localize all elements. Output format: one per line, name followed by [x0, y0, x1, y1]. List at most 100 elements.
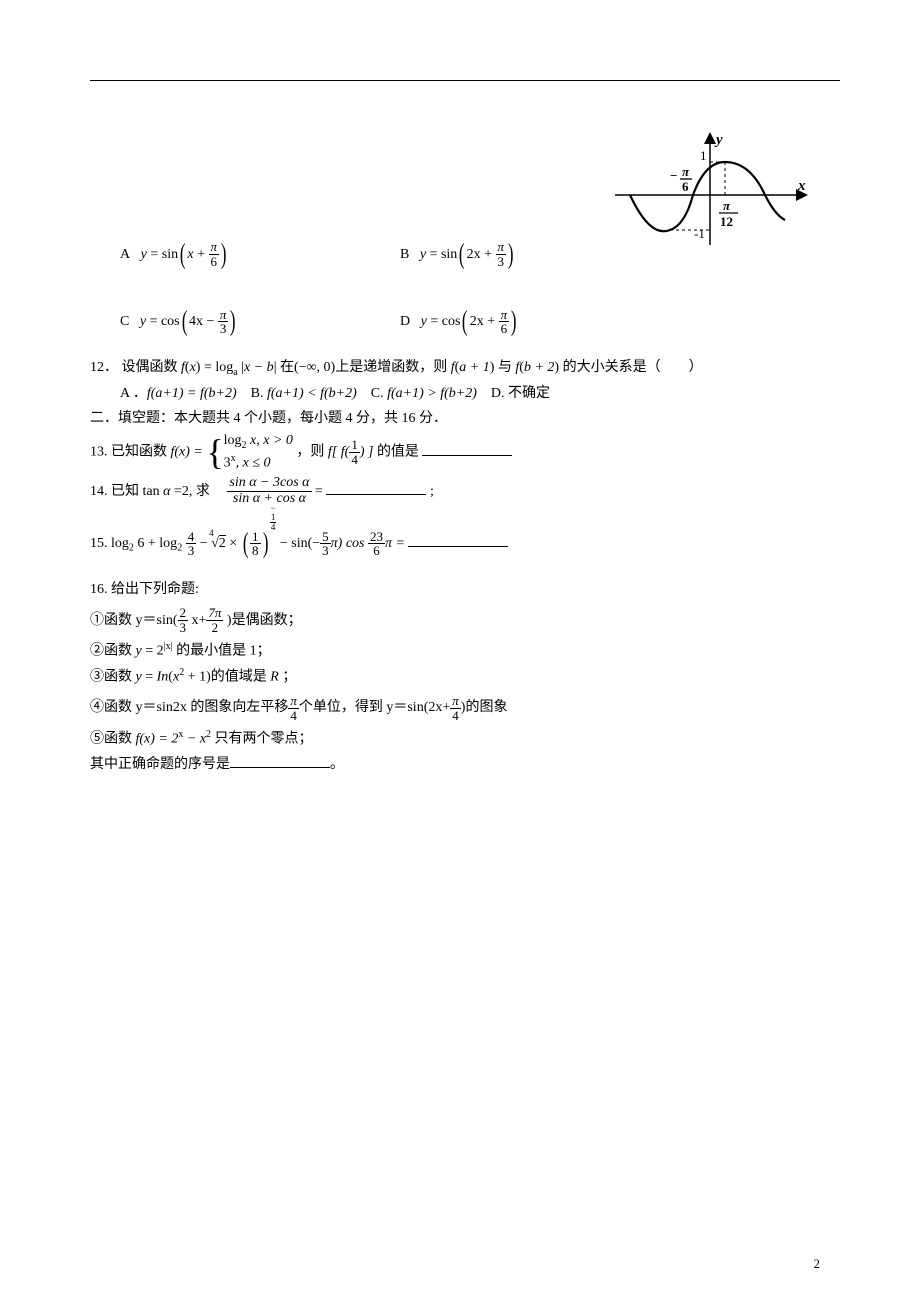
- q13-c1b: x, x > 0: [247, 433, 293, 448]
- q16-p5b: 只有两个零点；: [211, 732, 313, 747]
- q15-f3n: 5: [320, 530, 331, 545]
- q13-t3: 的值是: [377, 445, 419, 460]
- q12-t2: 在: [280, 360, 294, 375]
- q14-num: 14.: [90, 484, 111, 499]
- q12-line: 12． 设偶函数 f(x) = loga |x − b| 在(−∞, 0)上是递…: [90, 357, 840, 381]
- q14-blank: [326, 480, 426, 495]
- q13-c2a: 3: [224, 455, 231, 470]
- svg-text:12: 12: [720, 214, 733, 229]
- q12-a1: a + 1: [459, 360, 489, 375]
- q15-line: 15. log2 6 + log2 43 − 4√2 × (18)−14 − s…: [90, 510, 840, 577]
- q16-end: 其中正确命题的序号是 。: [90, 753, 840, 776]
- q16-p5m: − x: [183, 732, 206, 747]
- tick-neg1: -1: [694, 226, 705, 241]
- q16-p3R: R: [270, 670, 279, 685]
- q12-t5: 的大小关系是（ ）: [563, 360, 703, 375]
- q15-f2d: 8: [250, 544, 261, 558]
- q12-suba: a: [233, 367, 237, 378]
- q12-absr: |: [274, 360, 277, 375]
- q11-optA-plus: +: [194, 247, 209, 262]
- q11-optA-fn-num: π: [209, 240, 220, 255]
- q16-p4b: 个单位，得到 y＝sin(2x+: [299, 700, 450, 715]
- q12-options: A ．f(a+1) = f(b+2) B. f(a+1) < f(b+2) C.…: [90, 383, 840, 405]
- q13-t2: ，则: [296, 445, 328, 460]
- q16-p4a: ④函数 y＝sin2x 的图象向左平移: [90, 700, 288, 715]
- svg-text:−: −: [670, 168, 677, 183]
- q15-expd: 4: [270, 523, 277, 532]
- q11-optB-fn-den: 3: [496, 255, 507, 269]
- q16-p3: ③函数 y = In(x2 + 1)的值域是 R ；: [90, 665, 840, 689]
- q15-radarg: 2: [219, 535, 226, 551]
- q15-times: ×: [229, 536, 240, 551]
- q12-int: (−∞, 0): [294, 360, 335, 375]
- q16-p3In: In: [157, 670, 169, 685]
- q15-log2: 6 + log: [134, 536, 177, 551]
- q16-p4f2n: π: [450, 694, 461, 709]
- q11-optA-fn-den: 6: [209, 255, 220, 269]
- q14-t3: ;: [430, 484, 434, 499]
- q12-t3: 上是递增函数，则: [335, 360, 451, 375]
- q11-optB-fn: = sin: [426, 247, 457, 262]
- q16-p4: ④函数 y＝sin2x 的图象向左平移π4个单位，得到 y＝sin(2x+π4)…: [90, 691, 840, 725]
- q12-t4: 与: [498, 360, 516, 375]
- q13-c1a: log: [224, 433, 242, 448]
- q12-oD: D. 不确定: [491, 386, 550, 401]
- q11-row-cd: C y = cos(4x − π3) D y = cos(2x + π6): [90, 288, 840, 355]
- tick-1: 1: [700, 148, 707, 163]
- q16-p2eq: = 2: [142, 644, 164, 659]
- q11-optB-label: B: [400, 247, 409, 262]
- q11-optA-fn: = sin: [147, 247, 178, 262]
- q13-num: 13.: [90, 445, 111, 460]
- q11-optD-fn: = cos: [427, 314, 461, 329]
- page-number: 2: [814, 1256, 821, 1272]
- q16-p3a: ③函数: [90, 670, 136, 685]
- q16-text: 给出下列命题:: [111, 582, 199, 597]
- q16-endt: 其中正确命题的序号是: [90, 757, 230, 772]
- q15-sin: − sin(−: [280, 536, 320, 551]
- section2-head: 二．填空题：本大题共 4 个小题，每小题 4 分，共 16 分．: [90, 408, 840, 430]
- q12-oA: A ．: [120, 386, 147, 401]
- q11-optD-fn-den: 6: [499, 322, 510, 336]
- q16-period: 。: [330, 757, 344, 772]
- q13-expr: f[ f(: [328, 445, 349, 460]
- svg-text:6: 6: [682, 179, 689, 194]
- q11-optB-plus: +: [481, 247, 496, 262]
- q15-f2n: 1: [250, 530, 261, 545]
- q12-b2: b + 2: [524, 360, 554, 375]
- q12-log: = log: [204, 360, 233, 375]
- q14-fn: sin α − 3cos α: [227, 476, 311, 492]
- q11-optC-x: 4x: [189, 314, 203, 329]
- q16-p1f1n: 2: [178, 606, 189, 621]
- q11-optD-x: 2x: [470, 314, 484, 329]
- q13-t1: 已知函数: [111, 445, 171, 460]
- q16-p1a: ①函数 y＝sin(: [90, 613, 178, 628]
- q16-p1b: x+: [188, 613, 206, 628]
- q16-p2a: ②函数: [90, 644, 136, 659]
- q11-optB-x: 2x: [467, 247, 481, 262]
- q12-num: 12．: [90, 360, 118, 375]
- q11-optC-fn: = cos: [146, 314, 180, 329]
- q15-log1: log: [111, 536, 129, 551]
- q16-p4fn: π: [288, 694, 299, 709]
- q15-blank: [408, 532, 508, 547]
- q14-t2: =2, 求: [170, 484, 223, 499]
- q16-p2b: 的最小值是 1；: [173, 644, 271, 659]
- q11-optD-label: D: [400, 314, 410, 329]
- q14-line: 14. 已知 tan α =2, 求 sin α − 3cos αsin α +…: [90, 475, 840, 509]
- q11-optB-fn-num: π: [496, 240, 507, 255]
- q15-f3d: 3: [320, 544, 331, 558]
- q16-p3c: ；: [279, 670, 297, 685]
- q16-p4fd: 4: [288, 709, 299, 723]
- q12-oCt: f(a+1) > f(b+2): [387, 386, 477, 401]
- q12-absx: x − b: [244, 360, 274, 375]
- q12-oAt: f(a+1) = f(b+2): [147, 386, 237, 401]
- q16-p5fx: f(x) = 2: [136, 732, 179, 747]
- q16-p4c: )的图象: [461, 700, 508, 715]
- q15-eq: π =: [385, 536, 408, 551]
- header-rule: [90, 80, 840, 81]
- q12-oBt: f(a+1) < f(b+2): [267, 386, 357, 401]
- q16-num: 16.: [90, 582, 111, 597]
- y-axis-label: y: [714, 132, 723, 148]
- q13-blank: [422, 441, 512, 456]
- q11-optC-fn-den: 3: [218, 322, 229, 336]
